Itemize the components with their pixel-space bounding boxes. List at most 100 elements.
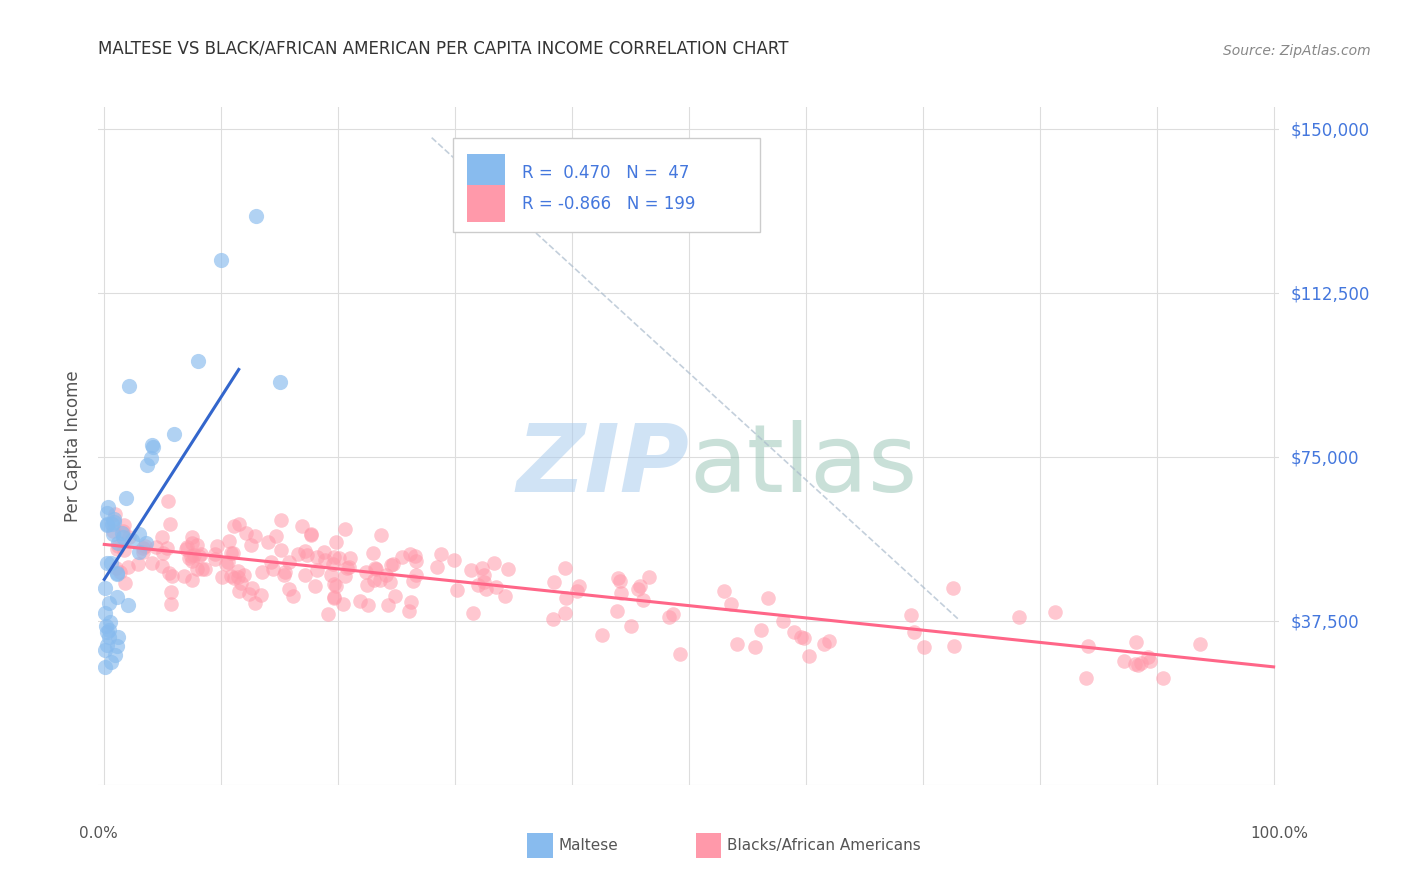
Point: [117, 598, 139, 612]
Text: 0.0%: 0.0%: [79, 826, 118, 840]
Point: [101, 517, 124, 532]
Point: [1008, 610, 1031, 624]
Point: [107, 630, 129, 644]
Point: [160, 585, 183, 599]
Point: [391, 550, 413, 565]
Point: [322, 590, 344, 604]
Point: [1152, 671, 1174, 685]
Text: Maltese: Maltese: [558, 838, 617, 853]
Point: [1114, 654, 1136, 668]
Point: [96, 638, 118, 652]
Point: [127, 557, 149, 571]
Point: [180, 536, 202, 550]
Point: [176, 541, 198, 555]
Point: [242, 581, 264, 595]
Point: [305, 549, 328, 564]
Point: [446, 583, 468, 598]
Point: [405, 554, 427, 568]
Point: [377, 598, 399, 612]
Point: [1189, 636, 1212, 650]
Point: [319, 568, 342, 582]
Point: [336, 561, 359, 575]
Point: [1125, 657, 1147, 672]
Point: [141, 438, 163, 452]
Point: [107, 535, 129, 549]
Point: [304, 579, 326, 593]
Point: [228, 516, 250, 531]
Point: [354, 565, 377, 579]
Point: [269, 376, 291, 390]
Point: [278, 555, 301, 569]
Point: [157, 566, 180, 580]
Point: [790, 630, 813, 644]
Point: [132, 545, 155, 559]
Point: [332, 597, 354, 611]
Point: [128, 526, 150, 541]
Point: [110, 525, 132, 540]
Point: [316, 607, 339, 622]
Point: [720, 597, 742, 611]
Point: [472, 568, 495, 582]
Point: [117, 560, 139, 574]
Point: [101, 524, 124, 539]
Point: [209, 253, 232, 268]
Point: [94, 606, 117, 620]
Point: [257, 535, 280, 549]
Point: [299, 528, 322, 542]
Point: [235, 526, 257, 541]
Point: [818, 634, 841, 648]
Point: [380, 575, 402, 590]
Point: [94, 581, 117, 595]
Point: [180, 530, 202, 544]
Point: [399, 547, 422, 561]
Point: [96, 506, 118, 520]
Point: [100, 556, 122, 570]
Point: [100, 656, 122, 670]
Point: [243, 528, 266, 542]
Point: [162, 569, 184, 583]
Point: [713, 584, 735, 599]
Point: [620, 619, 643, 633]
Point: [591, 627, 613, 641]
Point: [1126, 657, 1149, 672]
Point: [402, 574, 425, 589]
Point: [128, 545, 150, 559]
Point: [333, 522, 356, 536]
Point: [159, 597, 181, 611]
Point: [103, 515, 125, 529]
Point: [180, 549, 202, 564]
Point: [299, 527, 322, 541]
Point: [114, 575, 136, 590]
Point: [627, 582, 650, 596]
Point: [250, 565, 273, 579]
Point: [1130, 656, 1153, 670]
Point: [374, 567, 396, 582]
Point: [103, 511, 125, 525]
Point: [98, 615, 121, 629]
Point: [111, 530, 134, 544]
Point: [105, 566, 128, 581]
Point: [152, 546, 174, 560]
Point: [398, 604, 420, 618]
Point: [135, 458, 157, 473]
Point: [226, 565, 249, 579]
Point: [186, 537, 208, 551]
Point: [132, 541, 155, 556]
Point: [399, 595, 422, 609]
Point: [638, 570, 661, 584]
Point: [97, 500, 120, 514]
Point: [219, 569, 242, 583]
Point: [186, 562, 208, 576]
Point: [609, 574, 631, 589]
Text: MALTESE VS BLACK/AFRICAN AMERICAN PER CAPITA INCOME CORRELATION CHART: MALTESE VS BLACK/AFRICAN AMERICAN PER CA…: [98, 40, 789, 58]
Point: [204, 551, 226, 566]
Point: [793, 632, 815, 646]
Point: [323, 591, 346, 606]
Point: [1043, 605, 1066, 619]
Point: [224, 571, 246, 585]
Point: [443, 553, 465, 567]
Point: [150, 530, 173, 544]
Point: [108, 565, 131, 579]
Point: [337, 559, 360, 574]
FancyBboxPatch shape: [467, 185, 505, 222]
